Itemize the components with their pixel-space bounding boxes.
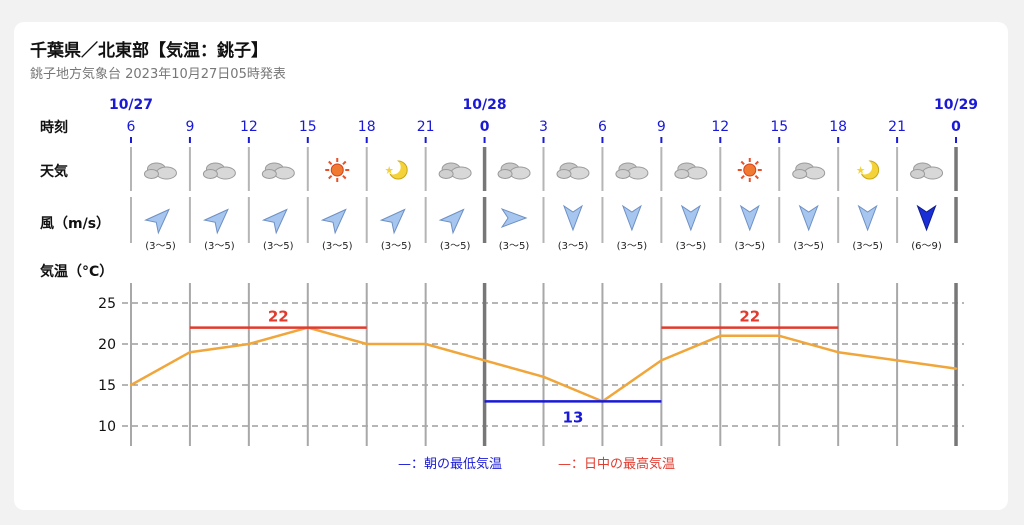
wind-arrow-icon — [202, 208, 229, 235]
wind-speed-label: (3〜5) — [440, 241, 471, 252]
wind-arrow-icon — [500, 207, 528, 229]
y-tick-label: 10 — [98, 419, 116, 435]
moon-icon — [856, 159, 880, 180]
y-tick-label: 15 — [98, 378, 116, 394]
hour-label: 21 — [417, 119, 435, 135]
wind-speed-label: (3〜5) — [676, 241, 707, 252]
page-subtitle: 銚子地方気象台 2023年10月27日05時発表 — [30, 67, 286, 82]
temperature-point — [247, 342, 251, 346]
wind-arrow-icon — [739, 204, 760, 232]
hour-label: 9 — [657, 119, 666, 135]
wind-speed-label: (3〜5) — [263, 241, 294, 252]
cloud-icon — [556, 162, 590, 180]
cloud-icon — [792, 162, 826, 180]
wind-speed-label: (3〜5) — [852, 241, 883, 252]
cloud-icon — [615, 162, 649, 180]
wind-speed-label: (3〜5) — [793, 241, 824, 252]
temperature-point — [660, 359, 663, 362]
page-title: 千葉県／北東部【気温：銚子】 — [30, 41, 268, 61]
wind-arrow-icon — [261, 208, 288, 235]
wind-arrow-icon — [143, 208, 170, 235]
temperature-point — [129, 383, 133, 387]
time-row-label: 時刻 — [40, 119, 68, 136]
temperature-point — [483, 359, 486, 362]
hour-label: 21 — [888, 119, 906, 135]
legend-min: —：朝の最低気温 — [398, 456, 502, 472]
cloud-icon — [910, 162, 944, 180]
y-tick-label: 25 — [98, 296, 116, 312]
hour-label: 6 — [127, 119, 136, 135]
temperature-point — [895, 359, 899, 362]
temperature-point — [719, 334, 722, 337]
legend-max: —：日中の最高気温 — [558, 456, 675, 472]
wind-speed-label: (3〜5) — [558, 241, 589, 252]
hour-label: 12 — [240, 119, 258, 135]
hour-label: 0 — [480, 119, 490, 135]
wind-arrow-icon — [857, 204, 878, 232]
wind-row-label: 風（m/s） — [40, 216, 110, 232]
wind-speed-label: (3〜5) — [617, 241, 648, 252]
wind-arrow-icon — [562, 204, 583, 232]
wind-speed-label: (3〜5) — [204, 241, 235, 252]
wind-arrow-icon — [798, 204, 819, 232]
temperature-point — [365, 342, 368, 346]
wind-arrow-icon — [320, 208, 347, 235]
hour-label: 0 — [951, 119, 961, 135]
sun-icon — [325, 158, 350, 182]
cloud-icon — [202, 162, 236, 180]
cloud-icon — [143, 162, 177, 180]
min-temp-label: 13 — [563, 408, 584, 426]
hour-label: 12 — [711, 119, 729, 135]
hour-label: 15 — [770, 119, 788, 135]
date-label: 10/28 — [463, 97, 507, 113]
wind-arrow-icon — [379, 208, 406, 235]
wind-speed-label: (3〜5) — [499, 241, 530, 252]
temperature-point — [954, 367, 958, 370]
max-temp-label: 22 — [268, 308, 289, 326]
hour-label: 6 — [598, 119, 607, 135]
temperature-point — [188, 351, 192, 354]
y-tick-label: 20 — [98, 337, 116, 353]
wind-arrow-icon — [438, 208, 465, 235]
wind-speed-label: (3〜5) — [734, 241, 765, 252]
temperature-point — [542, 375, 545, 378]
cloud-icon — [674, 162, 708, 180]
hour-label: 18 — [358, 119, 376, 135]
wind-arrow-icon — [680, 204, 701, 232]
hour-label: 15 — [299, 119, 317, 135]
hour-label: 3 — [539, 119, 548, 135]
hour-label: 9 — [185, 119, 194, 135]
wind-arrow-icon — [916, 204, 937, 232]
card-background — [14, 22, 1008, 510]
wind-speed-label: (3〜5) — [381, 241, 412, 252]
sun-icon — [737, 158, 762, 182]
wind-arrow-icon — [621, 204, 642, 232]
cloud-icon — [497, 162, 531, 180]
hour-label: 18 — [829, 119, 847, 135]
temperature-point — [778, 334, 781, 337]
temp-row-label: 気温（°C） — [40, 263, 113, 280]
moon-icon — [385, 159, 408, 180]
date-label: 10/27 — [109, 97, 153, 113]
date-label: 10/29 — [934, 97, 978, 113]
wind-speed-label: (6〜9) — [911, 241, 942, 252]
temperature-point — [836, 351, 840, 354]
cloud-icon — [438, 162, 472, 180]
temperature-point — [424, 342, 427, 346]
wind-speed-label: (3〜5) — [322, 241, 353, 252]
wind-speed-label: (3〜5) — [145, 241, 176, 252]
cloud-icon — [261, 162, 295, 180]
weather-row-label: 天気 — [40, 163, 68, 180]
max-temp-label: 22 — [739, 308, 760, 326]
